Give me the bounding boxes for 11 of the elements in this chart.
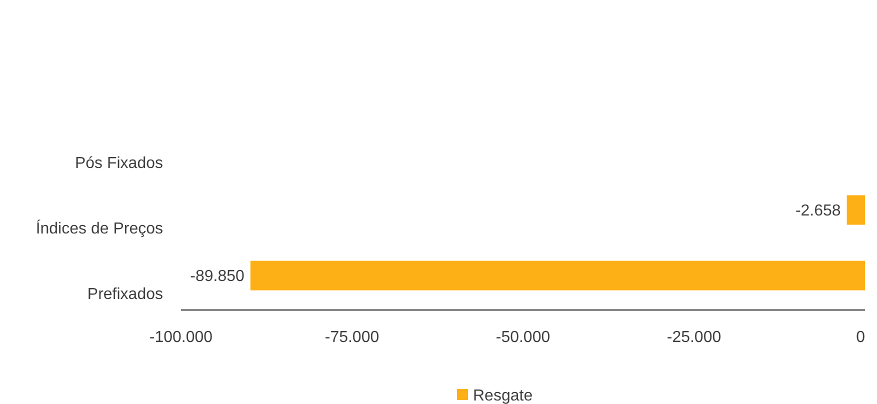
y-tick-label: Índices de Preços (36, 220, 163, 238)
y-tick-label: Pós Fixados (74, 155, 163, 172)
data-label: -89.850 (190, 268, 245, 286)
x-tick-label: -25.000 (666, 329, 722, 346)
x-tick-label: -50.000 (496, 329, 550, 346)
x-tick-label: -100.000 (149, 329, 213, 346)
y-tick-label: Prefixados (87, 286, 163, 304)
x-tick-label: -75.000 (324, 329, 380, 346)
x-tick-label: 0 (856, 329, 866, 346)
legend-label: Resgate (473, 388, 533, 404)
data-label: -2.658 (795, 202, 841, 220)
